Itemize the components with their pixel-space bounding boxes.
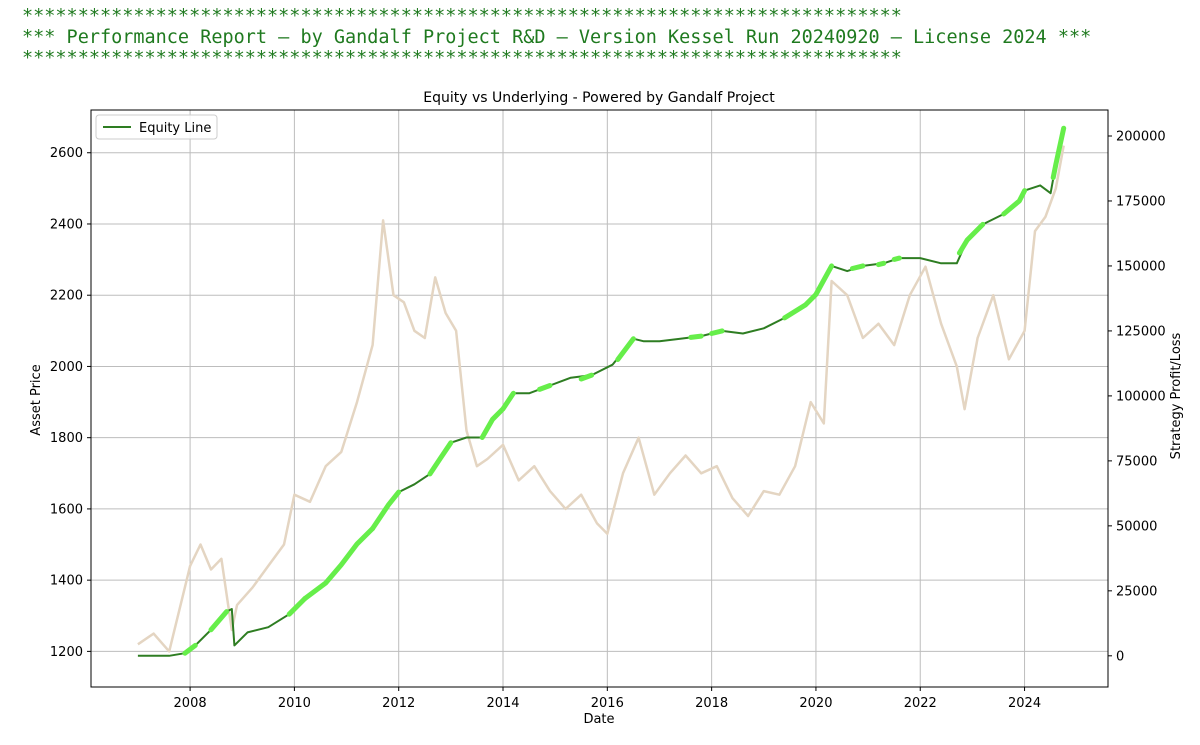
y-axis-label-left: Asset Price xyxy=(29,364,44,435)
equity-highlight-segment xyxy=(876,260,887,268)
equity-highlight-segment xyxy=(302,526,376,602)
y-left-tick-label: 1600 xyxy=(50,502,83,517)
equity-highlight-segment xyxy=(709,328,725,336)
banner-title: *** Performance Report – by Gandalf Proj… xyxy=(22,27,1092,48)
equity-highlight-segment xyxy=(208,609,230,633)
y-left-tick-label: 2400 xyxy=(50,217,83,232)
y-left-tick-label: 2000 xyxy=(50,360,83,375)
x-tick-label: 2022 xyxy=(904,696,937,711)
grid xyxy=(91,110,1108,687)
underlying-line xyxy=(137,145,1065,653)
equity-vs-underlying-chart: 2008 2010 2012 2014 2016 2018 2020 2022 2024 1200… xyxy=(29,90,1184,727)
equity-highlight-segment xyxy=(615,336,636,362)
equity-highlight-segment xyxy=(956,221,986,256)
y-left-tick-label: 2600 xyxy=(50,146,83,161)
y-right-tick-label: 75000 xyxy=(1116,454,1157,469)
y-axis-label-right: Strategy Profit/Loss xyxy=(1169,332,1184,459)
axes: 2008 2010 2012 2014 2016 2018 2020 2022 2024 1200… xyxy=(50,129,1166,711)
y-right-tick-label: 25000 xyxy=(1116,584,1157,599)
equity-highlight-segment xyxy=(1001,188,1028,217)
x-tick-label: 2016 xyxy=(591,696,624,711)
y-right-tick-label: 125000 xyxy=(1116,324,1166,339)
x-tick-label: 2020 xyxy=(799,696,832,711)
y-right-tick-label: 175000 xyxy=(1116,194,1166,209)
equity-highlight-segment xyxy=(1050,125,1067,181)
banner-border-bottom: ****************************************… xyxy=(22,48,902,69)
y-left-tick-label: 1200 xyxy=(50,645,83,660)
equity-highlight-segment xyxy=(891,255,902,262)
legend-box xyxy=(95,114,218,140)
equity-highlight-segment xyxy=(427,440,454,477)
banner-border-top: ****************************************… xyxy=(22,6,902,27)
x-axis-label: Date xyxy=(583,712,614,727)
equity-highlight-segment xyxy=(578,372,595,382)
y-right-tick-label: 0 xyxy=(1116,649,1124,664)
y-right-tick-label: 200000 xyxy=(1116,129,1166,144)
x-tick-label: 2014 xyxy=(486,696,519,711)
legend: Equity Line xyxy=(95,114,218,140)
plot-frame xyxy=(90,109,1109,688)
plot-area xyxy=(137,125,1067,657)
report-banner: ****************************************… xyxy=(22,6,1091,69)
x-tick-label: 2012 xyxy=(382,696,415,711)
equity-highlight-segment xyxy=(537,383,553,392)
equity-highlight-segment xyxy=(286,596,308,617)
equity-highlight-segment xyxy=(370,489,402,531)
equity-highlight-segment xyxy=(182,642,198,656)
equity-highlight-segment xyxy=(688,333,704,340)
equity-line xyxy=(137,127,1065,657)
equity-highlight-segment xyxy=(849,263,866,271)
y-left-tick-label: 1400 xyxy=(50,574,83,589)
x-tick-label: 2008 xyxy=(174,696,207,711)
x-tick-label: 2024 xyxy=(1008,696,1041,711)
x-tick-label: 2018 xyxy=(695,696,728,711)
legend-label-equity: Equity Line xyxy=(139,121,211,136)
equity-highlight-segment xyxy=(782,263,835,321)
chart-title: Equity vs Underlying - Powered by Gandal… xyxy=(423,90,775,106)
y-left-tick-label: 1800 xyxy=(50,431,83,446)
y-left-tick-label: 2200 xyxy=(50,289,83,304)
x-tick-label: 2010 xyxy=(278,696,311,711)
equity-highlight-segment xyxy=(479,390,516,440)
y-right-tick-label: 150000 xyxy=(1116,259,1166,274)
y-right-tick-label: 100000 xyxy=(1116,389,1166,404)
y-right-tick-label: 50000 xyxy=(1116,519,1157,534)
